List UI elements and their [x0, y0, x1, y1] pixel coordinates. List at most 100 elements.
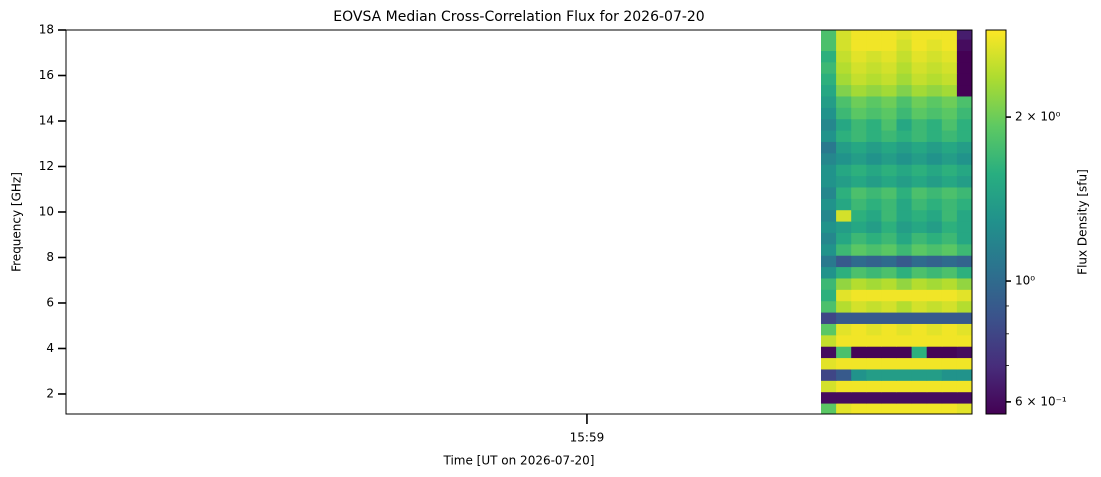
heatmap-cell	[881, 266, 897, 279]
heatmap-cell	[896, 39, 913, 51]
heatmap-cell	[956, 357, 972, 370]
heatmap-cell	[896, 198, 913, 211]
heatmap-cell	[821, 346, 837, 359]
heatmap-cell	[851, 243, 867, 256]
heatmap-cell	[851, 266, 867, 279]
heatmap-cell	[866, 186, 882, 199]
heatmap-cell	[836, 130, 852, 142]
heatmap-cell	[836, 186, 852, 199]
heatmap-cell	[821, 232, 837, 245]
heatmap-cell	[956, 255, 972, 268]
heatmap-cell	[941, 255, 958, 268]
heatmap-cell	[866, 221, 882, 233]
heatmap-cell	[911, 232, 928, 245]
heatmap-cell	[821, 300, 837, 313]
heatmap-cell	[836, 300, 852, 313]
heatmap-cell	[941, 391, 958, 404]
heatmap-cell	[881, 232, 897, 245]
heatmap-cell	[821, 152, 837, 165]
heatmap-cell	[836, 255, 852, 268]
heatmap-cell	[896, 186, 913, 199]
heatmap-cell	[941, 30, 958, 40]
heatmap-cell	[836, 61, 852, 74]
heatmap-cell	[881, 73, 897, 86]
heatmap-cell	[821, 141, 837, 154]
heatmap-cell	[956, 380, 972, 393]
heatmap-cell	[836, 164, 852, 177]
heatmap-cell	[956, 391, 972, 404]
heatmap-cell	[911, 312, 928, 324]
heatmap-cell	[851, 186, 867, 199]
heatmap-cell	[821, 198, 837, 211]
heatmap-cell	[881, 323, 897, 336]
heatmap-cell	[926, 312, 943, 324]
heatmap-cell	[821, 118, 837, 131]
heatmap-cell	[896, 357, 913, 370]
heatmap-cell	[866, 266, 882, 279]
heatmap-cell	[911, 209, 928, 222]
heatmap-cell	[851, 380, 867, 393]
colorbar-tick-label: 2 × 10⁰	[1015, 110, 1061, 124]
heatmap-cell	[941, 380, 958, 393]
heatmap-cell	[956, 198, 972, 211]
heatmap-cell	[956, 95, 972, 108]
heatmap-cell	[821, 243, 837, 256]
heatmap-cell	[926, 323, 943, 336]
heatmap-cell	[896, 243, 913, 256]
heatmap-cell	[926, 334, 943, 347]
heatmap-cell	[836, 357, 852, 370]
heatmap-cell	[911, 30, 928, 40]
heatmap-cell	[836, 289, 852, 302]
y-tick-label: 18	[39, 23, 54, 37]
heatmap-cell	[911, 334, 928, 347]
heatmap-cell	[896, 323, 913, 336]
heatmap-cell	[821, 95, 837, 108]
heatmap-cell	[836, 39, 852, 51]
heatmap-cell	[896, 175, 913, 188]
heatmap-cell	[836, 141, 852, 154]
heatmap-cell	[851, 50, 867, 63]
heatmap-cell	[851, 232, 867, 245]
heatmap-cell	[911, 289, 928, 302]
heatmap-cell	[941, 334, 958, 347]
colorbar-tick-label: 6 × 10⁻¹	[1015, 394, 1067, 408]
heatmap-cell	[926, 368, 943, 381]
colorbar	[985, 29, 1007, 415]
heatmap-cell	[956, 243, 972, 256]
y-tick-label: 10	[39, 204, 54, 218]
heatmap-cell	[851, 175, 867, 188]
heatmap-cell	[911, 95, 928, 108]
heatmap-cell	[926, 357, 943, 370]
heatmap-cell	[926, 107, 943, 120]
heatmap-cell	[956, 107, 972, 120]
heatmap-cell	[941, 95, 958, 108]
heatmap-cell	[866, 334, 882, 347]
heatmap-cell	[911, 357, 928, 370]
heatmap-cell	[836, 243, 852, 256]
heatmap-cell	[881, 118, 897, 131]
heatmap-cell	[926, 141, 943, 154]
heatmap-cell	[881, 403, 897, 414]
heatmap-cell	[911, 380, 928, 393]
heatmap-cell	[896, 403, 913, 414]
heatmap-cell	[881, 39, 897, 51]
heatmap-cell	[896, 130, 913, 142]
heatmap-cell	[896, 95, 913, 108]
heatmap-cell	[881, 277, 897, 290]
heatmap-cell	[956, 403, 972, 414]
heatmap-cell	[956, 130, 972, 142]
heatmap-cell	[866, 289, 882, 302]
heatmap	[821, 30, 972, 414]
heatmap-cell	[881, 346, 897, 359]
heatmap-cell	[956, 289, 972, 302]
heatmap-cell	[881, 141, 897, 154]
heatmap-cell	[941, 266, 958, 279]
heatmap-cell	[866, 30, 882, 40]
heatmap-cell	[941, 277, 958, 290]
heatmap-cell	[911, 403, 928, 414]
heatmap-cell	[851, 357, 867, 370]
heatmap-cell	[821, 391, 837, 404]
heatmap-cell	[956, 334, 972, 347]
heatmap-cell	[926, 266, 943, 279]
colorbar-tick-label: 10⁰	[1015, 274, 1035, 288]
